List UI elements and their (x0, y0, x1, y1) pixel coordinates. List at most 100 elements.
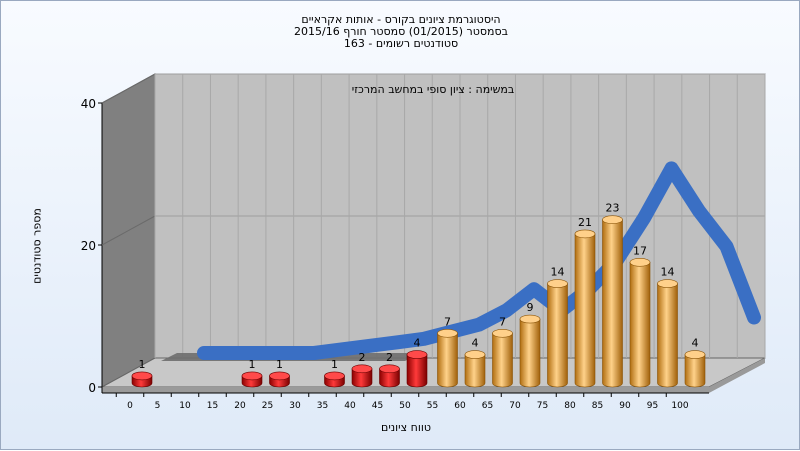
bar: 2 (351, 351, 373, 388)
bar: 23 (602, 202, 623, 388)
x-tick-label: 10 (179, 401, 191, 411)
x-tick-label: 0 (127, 401, 133, 411)
bar-body (547, 283, 568, 388)
x-tick-label: 45 (372, 401, 383, 411)
x-tick-label: 20 (234, 401, 246, 411)
bar: 1 (131, 358, 153, 388)
bar: 9 (519, 301, 541, 388)
bar-value-label: 14 (661, 266, 675, 279)
x-tick-label: 35 (317, 401, 328, 411)
bar-body (379, 368, 400, 388)
bar-body (602, 219, 623, 388)
x-tick-label: 70 (509, 401, 521, 411)
bar-value-label: 4 (692, 337, 699, 350)
bar-value-label: 1 (249, 358, 256, 371)
bar-value-label: 23 (606, 202, 620, 215)
bar-body (629, 262, 651, 388)
x-tick-label: 40 (344, 401, 356, 411)
bar-value-label: 14 (551, 266, 565, 279)
grid-line-side (101, 73, 156, 104)
y-tick-label: 20 (81, 239, 96, 253)
x-tick-label: 75 (537, 401, 548, 411)
bar-top (406, 350, 428, 359)
bar-body (437, 333, 458, 388)
bar-top (437, 328, 458, 338)
bar: 7 (492, 315, 513, 388)
bar-top (241, 371, 263, 381)
bar: 17 (629, 244, 651, 388)
bar-value-label: 9 (527, 301, 534, 314)
bar: 7 (437, 315, 458, 388)
bar: 14 (547, 266, 568, 388)
x-tick-label: 95 (647, 401, 658, 411)
x-tick-label: 90 (619, 401, 631, 411)
y-axis-label: מספר סטודנטים (30, 208, 44, 284)
bar-value-label: 4 (414, 337, 421, 350)
bar-top (379, 364, 400, 374)
bar-body (492, 333, 513, 388)
x-tick-label: 50 (399, 401, 411, 411)
fit-curve (197, 161, 761, 360)
bar-top (351, 364, 373, 374)
bar-value-label: 2 (359, 351, 366, 364)
bar-value-label: 1 (139, 358, 146, 371)
bar: 4 (684, 337, 706, 388)
chart-title: היסטוגרמת ציונים בקורס - אותות אקראיים (301, 13, 501, 26)
chart-annotation: במשימה : ציון סופי במחשב המרכזי (352, 83, 515, 96)
x-tick-label: 65 (482, 401, 493, 411)
grid-line-side (101, 215, 156, 246)
bar-top (464, 350, 486, 359)
x-tick-label: 60 (454, 401, 466, 411)
chart-subtitle: בסמסטר (01/2015) סמסטר חורף 2015/16 (294, 25, 508, 38)
bar-value-label: 1 (276, 358, 283, 371)
bar-top (602, 215, 623, 224)
bar-body (406, 354, 428, 388)
bar-top (519, 314, 541, 324)
x-tick-label: 100 (671, 401, 688, 411)
bar-value-label: 7 (499, 315, 506, 328)
y-tick-label: 0 (88, 381, 96, 395)
bar-value-label: 7 (444, 315, 451, 328)
bar-body (351, 368, 373, 388)
bar: 1 (269, 358, 290, 388)
bar-top (131, 371, 153, 381)
bar: 14 (657, 266, 678, 388)
bar-top (492, 328, 513, 338)
bar: 2 (379, 351, 400, 388)
x-tick-label: 30 (289, 401, 301, 411)
x-tick-label: 55 (427, 401, 438, 411)
chart-subtitle-enrolled: 163 - סטודנטים רשומים (343, 37, 459, 50)
bar-top (269, 371, 290, 381)
y-tick-label: 40 (81, 97, 96, 111)
bar-body (464, 354, 486, 388)
x-tick-label: 25 (262, 401, 273, 411)
bar-value-label: 2 (386, 351, 393, 364)
bar: 4 (464, 337, 486, 388)
x-tick-label: 80 (564, 401, 576, 411)
bar: 1 (241, 358, 263, 388)
bar: 21 (574, 216, 596, 388)
x-tick-label: 15 (207, 401, 218, 411)
bar: 1 (324, 358, 345, 388)
bar-value-label: 17 (633, 244, 647, 257)
x-tick-label: 85 (592, 401, 603, 411)
bar: 4 (406, 337, 428, 388)
bar-top (574, 229, 596, 239)
x-tick-label: 5 (155, 401, 161, 411)
bar-body (519, 318, 541, 388)
bar-value-label: 4 (472, 337, 479, 350)
bar-body (574, 233, 596, 388)
bar-top (547, 279, 568, 288)
bar-top (629, 257, 651, 267)
bar-body (657, 283, 678, 388)
bar-value-label: 1 (331, 358, 338, 371)
bar-top (657, 279, 678, 288)
floor-front-edge (102, 358, 765, 393)
x-axis-label: טווח ציונים (381, 421, 431, 434)
bar-top (684, 350, 706, 359)
bar-body (684, 354, 706, 388)
bar-top (324, 371, 345, 381)
bar-value-label: 21 (578, 216, 592, 229)
